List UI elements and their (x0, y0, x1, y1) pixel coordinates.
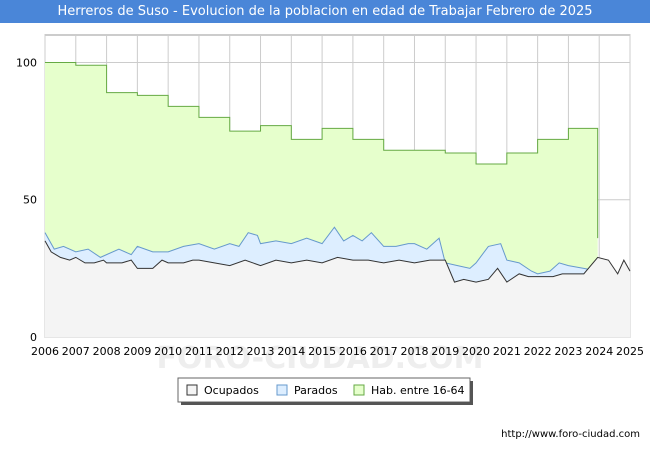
x-tick-label: 2013 (247, 345, 275, 358)
x-tick-label: 2009 (123, 345, 151, 358)
y-axis: 0 50 100 (16, 56, 37, 344)
x-tick-label: 2025 (616, 345, 644, 358)
legend: Ocupados Parados Hab. entre 16-64 (177, 377, 473, 405)
x-tick-label: 2021 (493, 345, 521, 358)
legend-swatch-hab (353, 384, 365, 396)
y-tick-label: 100 (16, 56, 37, 69)
legend-shadow (470, 381, 473, 405)
x-tick-label: 2017 (370, 345, 398, 358)
y-tick-label: 50 (23, 194, 37, 207)
x-tick-label: 2007 (62, 345, 90, 358)
watermark: FORO-CIUDAD.COM (157, 341, 484, 376)
x-tick-label: 2014 (277, 345, 305, 358)
chart-title: Herreros de Suso - Evolucion de la pobla… (0, 0, 650, 23)
x-tick-label: 2016 (339, 345, 367, 358)
x-tick-label: 2024 (585, 345, 613, 358)
source-url: http://www.foro-ciudad.com (501, 429, 640, 440)
y-tick-label: 0 (30, 331, 37, 344)
series-hab-line (45, 61, 599, 239)
legend-shadow-bottom (181, 402, 473, 405)
series-ocupados-area (45, 240, 630, 337)
legend-swatch-parados (276, 384, 288, 396)
legend-swatch-ocupados (186, 384, 198, 396)
x-tick-label: 2019 (431, 345, 459, 358)
x-tick-label: 2018 (400, 345, 428, 358)
x-tick-label: 2012 (216, 345, 244, 358)
series-ocupados-line (44, 240, 631, 283)
x-tick-label: 2022 (524, 345, 552, 358)
legend-label-ocupados: Ocupados (204, 384, 259, 397)
legend-label-hab: Hab. entre 16-64 (371, 384, 465, 397)
x-tick-label: 2020 (462, 345, 490, 358)
series-layer (44, 61, 631, 338)
x-tick-label: 2023 (554, 345, 582, 358)
x-tick-label: 2006 (31, 345, 59, 358)
x-tick-label: 2010 (154, 345, 182, 358)
x-tick-label: 2011 (185, 345, 213, 358)
x-axis: 2006 2007 2008 2009 2010 2011 2012 2013 2014 2015… (31, 345, 644, 358)
series-parados-line (44, 226, 598, 275)
legend-label-parados: Parados (294, 384, 338, 397)
x-tick-label: 2008 (93, 345, 121, 358)
x-tick-label: 2015 (308, 345, 336, 358)
